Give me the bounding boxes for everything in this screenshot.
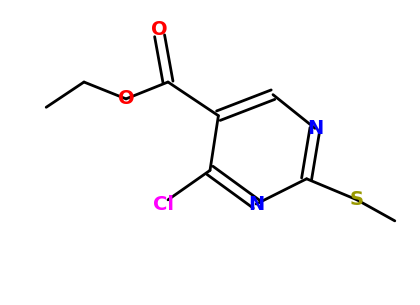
Text: N: N	[248, 195, 264, 214]
Text: S: S	[350, 190, 364, 209]
Text: O: O	[151, 20, 168, 39]
Text: O: O	[118, 89, 134, 108]
Text: Cl: Cl	[153, 195, 174, 214]
Text: N: N	[307, 119, 323, 138]
